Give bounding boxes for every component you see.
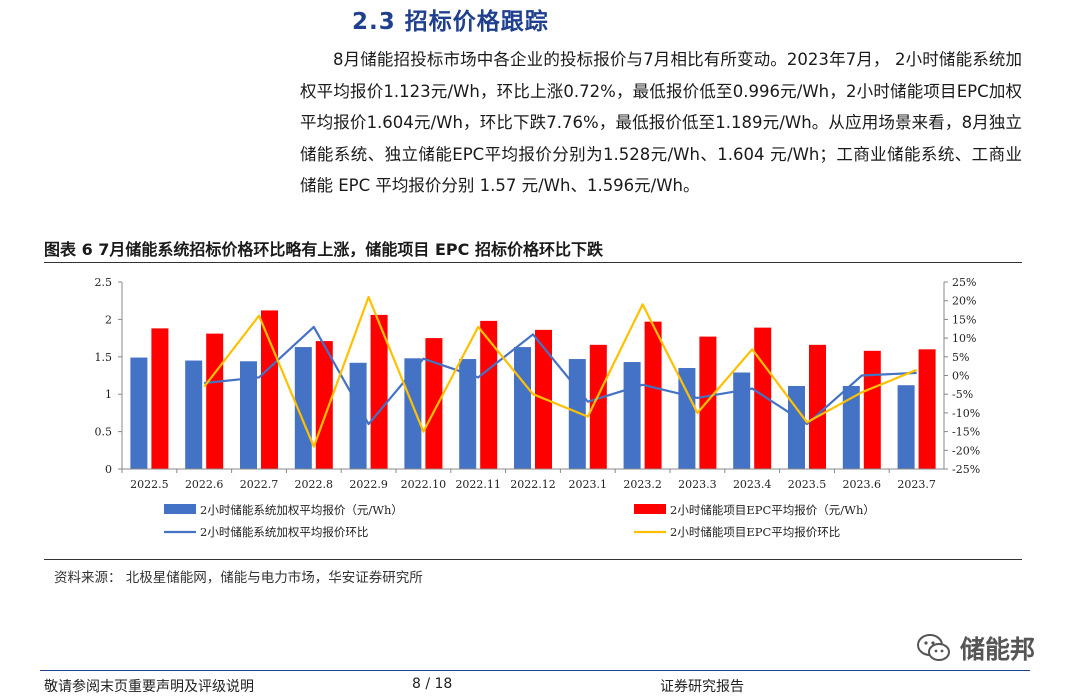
epc-mom-line xyxy=(203,295,918,448)
right-tick-label: -10% xyxy=(952,407,980,420)
system-price-bar xyxy=(349,362,367,469)
right-tick-label: 5% xyxy=(952,351,969,364)
footer-rule xyxy=(40,670,1030,671)
left-tick-label: 0.5 xyxy=(95,426,113,439)
caption-top-rule xyxy=(44,262,1022,263)
figure-caption: 图表 6 7月储能系统招标价格环比略有上涨，储能项目 EPC 招标价格环比下跌 xyxy=(44,240,603,259)
x-tick-label: 2022.6 xyxy=(185,478,224,491)
left-tick-label: 2.5 xyxy=(95,276,113,289)
legend-swatch xyxy=(634,504,666,514)
x-tick-label: 2022.5 xyxy=(130,478,169,491)
epc-price-bar xyxy=(589,344,607,469)
source-note: 资料来源： 北极星储能网，储能与电力市场，华安证券研究所 xyxy=(54,570,423,586)
right-tick-label: -15% xyxy=(952,426,980,439)
system-price-bar xyxy=(130,357,148,469)
right-tick-label: 20% xyxy=(952,295,976,308)
epc-price-bar xyxy=(863,350,881,469)
epc-price-bar xyxy=(151,328,169,469)
system-price-bar xyxy=(459,359,477,469)
system-price-bar xyxy=(185,360,203,469)
epc-price-bar xyxy=(754,327,772,469)
x-tick-label: 2023.1 xyxy=(569,478,608,491)
chart-legend: 2小时储能系统加权平均报价（元/Wh） 2小时储能项目EPC平均报价（元/Wh） 2… xyxy=(164,503,875,539)
system-price-bar xyxy=(623,362,641,469)
right-tick-label: 0% xyxy=(952,370,969,383)
epc-price-bar xyxy=(699,336,717,469)
x-tick-label: 2023.7 xyxy=(897,478,936,491)
left-tick-label: 0 xyxy=(105,463,112,476)
right-tick-label: -20% xyxy=(952,444,980,457)
x-tick-label: 2023.3 xyxy=(678,478,717,491)
x-tick-label: 2022.7 xyxy=(240,478,279,491)
legend-label: 2小时储能系统加权平均报价环比 xyxy=(200,525,368,539)
system-price-bar xyxy=(240,361,257,469)
epc-price-bar xyxy=(425,338,443,469)
system-price-bar xyxy=(678,368,696,469)
x-tick-label: 2022.8 xyxy=(295,478,334,491)
system-price-bar xyxy=(568,359,586,469)
epc-price-bar xyxy=(370,314,388,469)
x-tick-label: 2023.2 xyxy=(623,478,662,491)
system-mom-line xyxy=(204,325,917,426)
left-tick-label: 2 xyxy=(105,313,112,326)
x-tick-label: 2023.4 xyxy=(733,478,772,491)
legend-label: 2小时储能系统加权平均报价（元/Wh） xyxy=(200,503,403,517)
x-tick-label: 2022.12 xyxy=(510,478,556,491)
epc-price-bar xyxy=(480,320,498,469)
epc-price-bar xyxy=(261,310,278,469)
x-tick-label: 2022.10 xyxy=(401,478,447,491)
epc-price-bar xyxy=(644,321,662,469)
watermark: 储能邦 xyxy=(914,628,1035,668)
plot-area xyxy=(130,295,936,469)
x-tick-label: 2022.9 xyxy=(349,478,388,491)
left-tick-label: 1 xyxy=(105,388,112,401)
page-number: 8 / 18 xyxy=(412,676,453,692)
legend-label: 2小时储能项目EPC平均报价环比 xyxy=(670,525,840,539)
body-paragraph: 8月储能招投标市场中各企业的投标报价与7月相比有所变动。2023年7月， 2小时… xyxy=(300,50,1022,195)
x-tick-label: 2023.5 xyxy=(788,478,827,491)
epc-price-bar xyxy=(315,341,333,469)
epc-price-bar xyxy=(809,344,826,469)
epc-price-bar xyxy=(918,349,936,469)
section-heading: 2.3 招标价格跟踪 xyxy=(352,9,549,35)
system-price-bar xyxy=(294,347,312,469)
footer-disclaimer: 敬请参阅末页重要声明及评级说明 xyxy=(44,679,254,695)
right-tick-label: -25% xyxy=(952,463,980,476)
system-price-bar xyxy=(733,372,751,469)
left-tick-label: 1.5 xyxy=(95,351,113,364)
system-price-bar xyxy=(788,385,805,469)
system-price-bar xyxy=(514,347,531,469)
right-tick-label: 15% xyxy=(952,313,976,326)
system-price-bar xyxy=(842,385,860,469)
x-tick-label: 2023.6 xyxy=(843,478,882,491)
system-price-bar xyxy=(404,358,422,469)
legend-label: 2小时储能项目EPC平均报价（元/Wh） xyxy=(670,503,875,517)
caption-bottom-rule xyxy=(44,559,1022,560)
watermark-text: 储能邦 xyxy=(960,635,1036,664)
x-tick-label: 2022.11 xyxy=(455,478,501,491)
chart-axes: 0 0.5 1 1.5 2 2.5 -25% -20% -15% -10% -5% 0% 5% 10% 15… xyxy=(95,276,981,491)
system-price-bar xyxy=(897,385,915,469)
legend-swatch xyxy=(164,504,196,514)
footer-report-type: 证券研究报告 xyxy=(660,679,744,695)
price-chart: 0 0.5 1 1.5 2 2.5 -25% -20% -15% -10% -5% 0% 5% 10% 15… xyxy=(95,276,981,539)
wechat-icon xyxy=(917,634,950,661)
epc-price-bar xyxy=(206,333,224,469)
right-tick-label: -5% xyxy=(952,388,973,401)
right-tick-label: 10% xyxy=(952,332,976,345)
right-tick-label: 25% xyxy=(952,276,976,289)
